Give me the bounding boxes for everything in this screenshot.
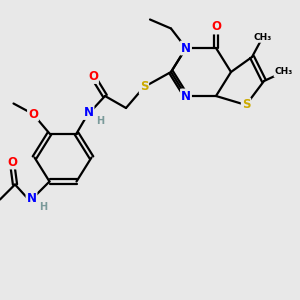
- Text: O: O: [88, 70, 98, 83]
- Text: O: O: [7, 155, 17, 169]
- Text: CH₃: CH₃: [254, 33, 272, 42]
- Text: S: S: [242, 98, 250, 112]
- Text: N: N: [83, 106, 94, 119]
- Text: N: N: [181, 41, 191, 55]
- Text: O: O: [211, 20, 221, 34]
- Text: H: H: [96, 116, 105, 127]
- Text: CH₃: CH₃: [274, 68, 292, 76]
- Text: H: H: [39, 202, 48, 212]
- Text: N: N: [26, 191, 37, 205]
- Text: O: O: [28, 107, 38, 121]
- Text: S: S: [140, 80, 148, 94]
- Text: N: N: [181, 89, 191, 103]
